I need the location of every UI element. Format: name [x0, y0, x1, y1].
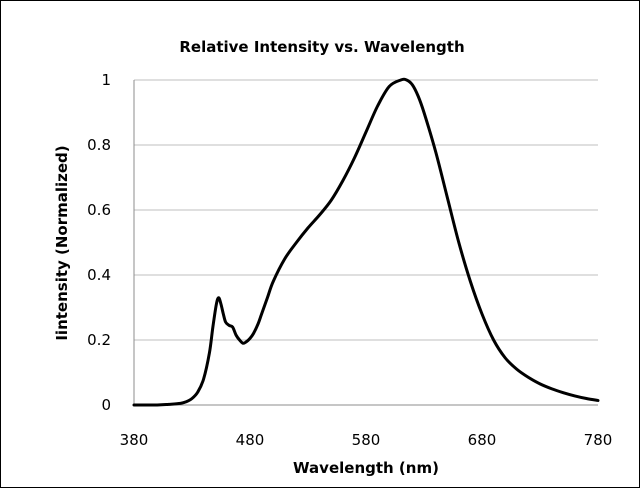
chart-title: Relative Intensity vs. Wavelength [179, 38, 464, 56]
series-line [132, 77, 600, 407]
x-tick-label-2: 580 [352, 431, 381, 449]
y-tick-label-1: 0.2 [87, 331, 111, 349]
y-tick-label-0: 0 [101, 396, 111, 414]
x-tick-label-0: 380 [120, 431, 149, 449]
gridlines [134, 79, 598, 341]
y-axis-label: Iintensity (Normalized) [53, 145, 71, 340]
x-tick-label-3: 680 [468, 431, 497, 449]
x-tick-labels: 380 480 580 680 780 [120, 431, 613, 449]
y-tick-label-2: 0.4 [87, 266, 111, 284]
x-axis-label: Wavelength (nm) [293, 459, 439, 477]
y-tick-label-3: 0.6 [87, 201, 111, 219]
y-tick-label-4: 0.8 [87, 136, 111, 154]
y-tick-labels: 0 0.2 0.4 0.6 0.8 1 [87, 71, 111, 414]
y-tick-label-5: 1 [101, 71, 111, 89]
x-tick-label-4: 780 [584, 431, 613, 449]
axes [133, 80, 598, 406]
x-tick-label-1: 480 [236, 431, 265, 449]
